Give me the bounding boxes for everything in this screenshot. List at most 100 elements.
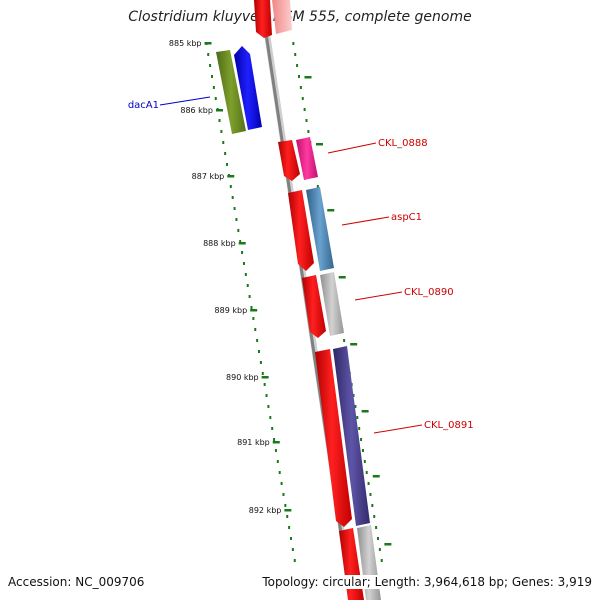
scale-dot — [361, 449, 364, 452]
scale-dot — [209, 64, 212, 67]
topology-text: Topology: circular; Length: 3,964,618 bp… — [260, 575, 592, 589]
scale-dot — [294, 53, 297, 56]
scale-tick-label: 886 kbp — [180, 106, 213, 115]
scale-dot — [258, 350, 261, 353]
scale-dot — [237, 229, 240, 232]
scale-dot — [267, 405, 270, 408]
gene-feature — [216, 50, 246, 134]
scale-dot — [210, 75, 213, 78]
scale-dot — [273, 438, 276, 441]
scale-dot — [220, 130, 223, 133]
scale-tick-mark — [272, 441, 280, 444]
scale-dot — [365, 471, 368, 474]
scale-dot — [242, 262, 245, 265]
scale-dot — [301, 97, 304, 100]
gene-label-leader — [327, 142, 377, 154]
scale-dot — [358, 427, 361, 430]
scale-dot — [286, 515, 289, 518]
scale-tick-label: 889 kbp — [215, 306, 248, 315]
scale-dot — [265, 394, 268, 397]
scale-tick-label: 888 kbp — [203, 239, 236, 248]
gene-label-leader — [341, 216, 390, 226]
scale-dot — [252, 317, 255, 320]
scale-dot — [244, 273, 247, 276]
gene-feature — [272, 0, 292, 34]
scale-dot — [214, 97, 217, 100]
gene-feature — [254, 0, 272, 38]
scale-dot — [356, 416, 359, 419]
scale-dot — [239, 240, 242, 243]
scale-dot — [373, 515, 376, 518]
scale-tick-mark — [261, 376, 269, 379]
gene-label: dacA1 — [128, 100, 159, 111]
gene-feature — [278, 140, 300, 181]
scale-dot — [303, 108, 306, 111]
scale-tick-mark — [250, 309, 258, 312]
scale-dot — [293, 559, 296, 562]
scale-dot — [289, 537, 292, 540]
scale-dot — [246, 284, 249, 287]
gene-label: aspC1 — [391, 212, 422, 223]
scale-dot — [276, 460, 279, 463]
scale-tick-mark — [372, 475, 380, 478]
scale-dot — [307, 130, 310, 133]
scale-dot — [274, 449, 277, 452]
scale-tick-label: 890 kbp — [226, 373, 259, 382]
gene-label: CKL_0891 — [424, 420, 474, 431]
map-title: Clostridium kluyveri DSM 555, complete g… — [128, 9, 472, 25]
scale-dot — [269, 416, 272, 419]
scale-dot — [380, 559, 383, 562]
scale-tick-mark — [238, 242, 246, 245]
scale-tick-mark — [227, 175, 235, 178]
scale-dot — [261, 372, 264, 375]
scale-dot — [254, 328, 257, 331]
scale-dot — [231, 196, 234, 199]
gene-label-leader — [373, 424, 423, 434]
gene-label: CKL_0890 — [404, 287, 454, 298]
scale-tick-mark — [361, 410, 369, 413]
scale-dot — [360, 438, 363, 441]
scale-tick-label: 887 kbp — [192, 172, 225, 181]
gene-feature — [333, 346, 370, 526]
scale-dot — [256, 339, 259, 342]
scale-dot — [241, 251, 244, 254]
scale-dot — [207, 53, 210, 56]
gene-feature — [288, 190, 314, 271]
scale-dot — [297, 75, 300, 78]
scale-dot — [291, 548, 294, 551]
scale-dot — [288, 526, 291, 529]
scale-dot — [378, 548, 381, 551]
scale-dot — [263, 383, 266, 386]
scale-dot — [296, 64, 299, 67]
scale-dot — [259, 361, 262, 364]
scale-dot — [278, 471, 281, 474]
gene-feature — [296, 137, 318, 180]
scale-dot — [222, 141, 225, 144]
scale-dot — [371, 504, 374, 507]
scale-dot — [233, 207, 236, 210]
scale-dot — [271, 427, 274, 430]
scale-dot — [367, 482, 370, 485]
scale-dot — [369, 493, 372, 496]
gene-feature — [302, 275, 326, 338]
scale-dot — [284, 504, 287, 507]
scale-dot — [376, 537, 379, 540]
scale-dot — [229, 185, 232, 188]
accession-text: Accession: NC_009706 — [8, 575, 145, 589]
scale-dot — [218, 119, 221, 122]
scale-dot — [354, 405, 357, 408]
scale-tick-mark — [338, 276, 346, 279]
scale-tick-label: 892 kbp — [249, 506, 282, 515]
gene-label: CKL_0888 — [378, 138, 428, 149]
gene-feature — [315, 349, 352, 527]
scale-tick-mark — [284, 509, 292, 512]
scale-dot — [305, 119, 308, 122]
scale-dot — [316, 185, 319, 188]
scale-dot — [280, 482, 283, 485]
gene-feature — [320, 272, 344, 336]
scale-dot — [363, 460, 366, 463]
scale-dot — [299, 86, 302, 89]
scale-dot — [352, 394, 355, 397]
scale-tick-label: 885 kbp — [169, 39, 202, 48]
